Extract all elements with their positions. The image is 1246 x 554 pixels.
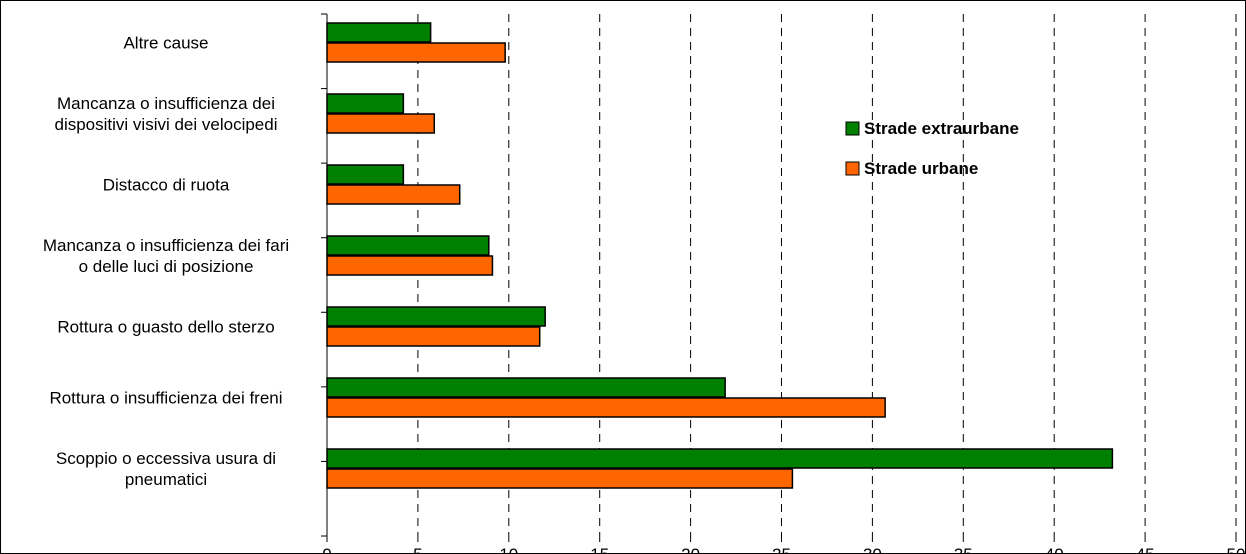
bars (326, 22, 1114, 489)
category-label: Mancanza o insufficienza dei dispositivi … (55, 94, 278, 134)
x-tick-label: 15 (590, 545, 609, 554)
bar-strade-extraurbane (326, 377, 726, 398)
x-tick-label: 30 (863, 545, 882, 554)
bar-strade-extraurbane (326, 164, 405, 185)
category-label: Distacco di ruota (103, 176, 230, 195)
legend: Strade extraurbane Strade urbane (845, 119, 1019, 178)
x-tick-label: 35 (954, 545, 973, 554)
legend-swatch-extraurbane (845, 121, 860, 136)
bar-strade-extraurbane (326, 306, 546, 327)
bar-strade-urbane (326, 326, 541, 347)
x-tick-label: 50 (1227, 545, 1246, 554)
legend-swatch-urbane (845, 161, 860, 176)
x-tick-label: 25 (772, 545, 791, 554)
x-tick-label: 5 (413, 545, 422, 554)
bar-strade-urbane (326, 397, 886, 418)
x-tick-label: 45 (1136, 545, 1155, 554)
category-labels: Altre cause Mancanza o insufficienza dei d… (43, 34, 289, 490)
bar-strade-urbane (326, 184, 461, 205)
x-tick-label: 40 (1045, 545, 1064, 554)
x-tick-labels: 0 5 10 15 20 25 30 35 40 45 50 (322, 545, 1245, 554)
bar-strade-extraurbane (326, 235, 490, 256)
axes (321, 13, 1237, 542)
category-label: Rottura o guasto dello sterzo (57, 318, 274, 337)
x-tick-label: 0 (322, 545, 331, 554)
category-label: Mancanza o insufficienza dei fari o delle… (43, 236, 289, 276)
x-tick-label: 10 (499, 545, 518, 554)
bar-strade-urbane (326, 42, 506, 63)
bar-strade-extraurbane (326, 448, 1114, 469)
bar-strade-urbane (326, 255, 494, 276)
x-tick-label: 20 (681, 545, 700, 554)
legend-label-extraurbane: Strade extraurbane (864, 119, 1019, 138)
bar-strade-urbane (326, 113, 436, 134)
bar-strade-extraurbane (326, 22, 432, 43)
category-label: Scoppio o eccessiva usura di pneumatici (56, 449, 276, 489)
legend-label-urbane: Strade urbane (864, 159, 978, 178)
category-label: Altre cause (123, 34, 208, 53)
bar-strade-extraurbane (326, 93, 405, 114)
category-label: Rottura o insufficienza dei freni (49, 389, 282, 408)
bar-strade-urbane (326, 468, 794, 489)
